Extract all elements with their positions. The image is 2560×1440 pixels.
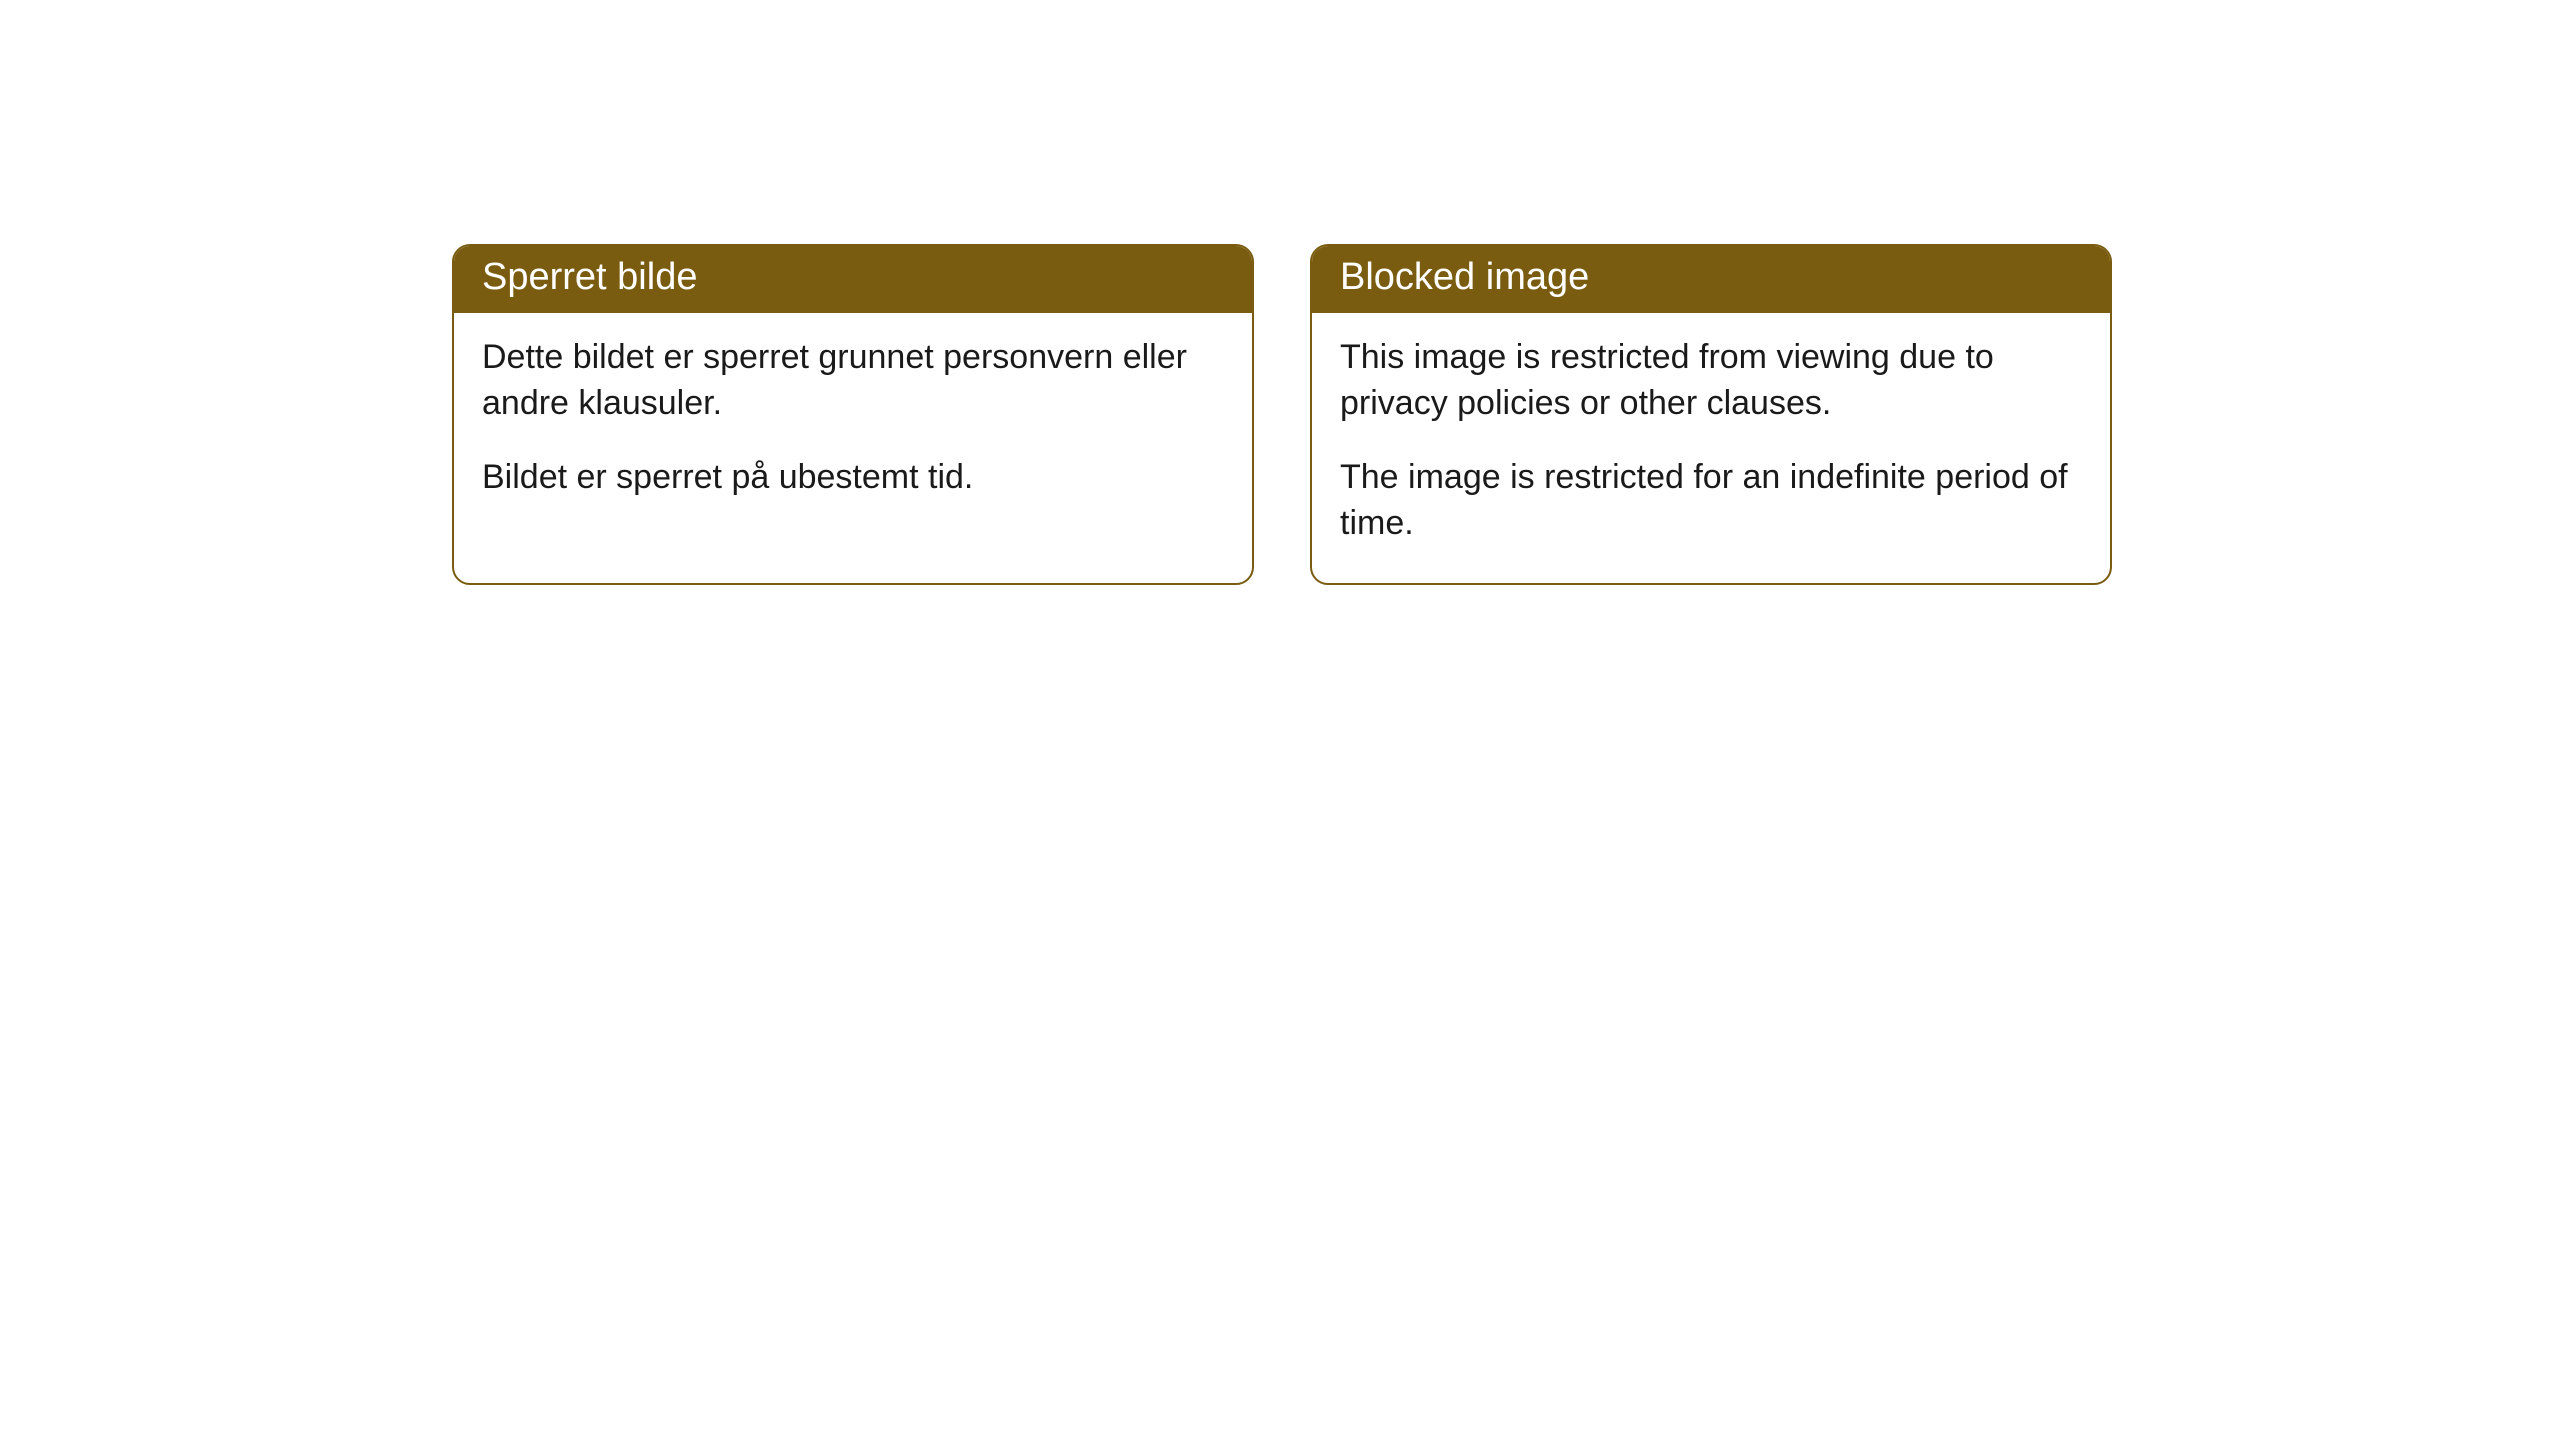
- card-body: This image is restricted from viewing du…: [1312, 313, 2110, 583]
- notice-card-english: Blocked image This image is restricted f…: [1310, 244, 2112, 585]
- notice-paragraph-1: Dette bildet er sperret grunnet personve…: [482, 335, 1224, 427]
- notice-paragraph-2: The image is restricted for an indefinit…: [1340, 455, 2082, 547]
- notice-cards-container: Sperret bilde Dette bildet er sperret gr…: [452, 244, 2112, 585]
- notice-paragraph-2: Bildet er sperret på ubestemt tid.: [482, 455, 1224, 501]
- notice-paragraph-1: This image is restricted from viewing du…: [1340, 335, 2082, 427]
- card-header: Sperret bilde: [454, 246, 1252, 313]
- card-title: Sperret bilde: [482, 256, 697, 298]
- notice-card-norwegian: Sperret bilde Dette bildet er sperret gr…: [452, 244, 1254, 585]
- card-title: Blocked image: [1340, 256, 1589, 298]
- card-header: Blocked image: [1312, 246, 2110, 313]
- card-body: Dette bildet er sperret grunnet personve…: [454, 313, 1252, 537]
